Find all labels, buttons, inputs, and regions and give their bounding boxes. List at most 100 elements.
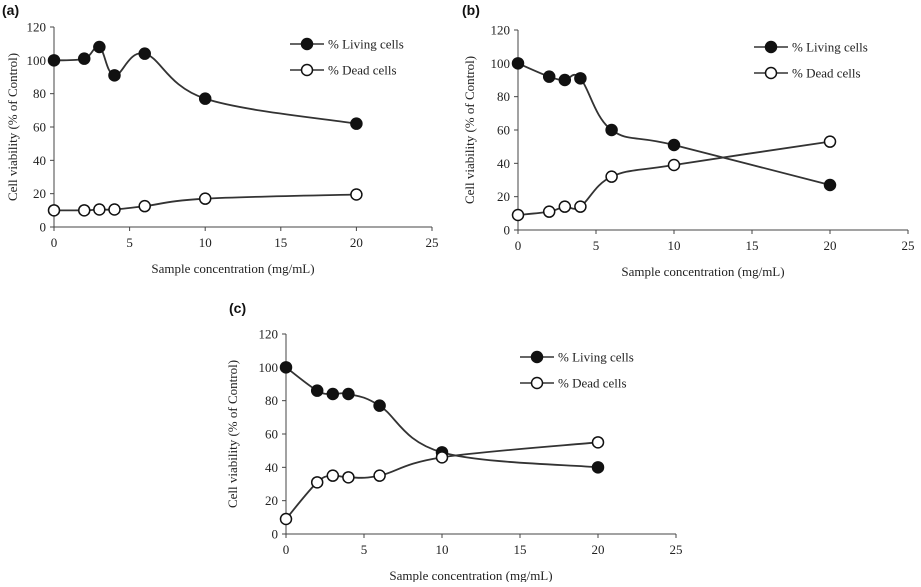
chart-b-point-dead (542, 205, 556, 218)
chart-b-point-living (511, 57, 525, 70)
chart-a-point-living (138, 47, 151, 60)
chart-c-point-living (591, 461, 605, 474)
chart-a-point-living (350, 117, 363, 130)
chart-a-x-tick-label: 5 (126, 235, 133, 250)
chart-b-x-tick-label: 15 (746, 238, 759, 253)
chart-a-point-living (108, 69, 121, 82)
chart-a-point-dead (77, 204, 91, 217)
chart-c-point-living (373, 399, 386, 412)
chart-a-y-tick-label: 60 (33, 120, 46, 135)
chart-b-point-dead (667, 158, 681, 172)
chart-a-point-dead (47, 204, 61, 217)
chart-b-point-dead (558, 200, 572, 213)
chart-c-point-dead (342, 471, 355, 484)
chart-b-x-tick-label: 20 (824, 238, 837, 253)
chart-panel-b: (b) 0 20 40 60 80 100 120 0 5 10 15 20 25 Sample conce… (460, 0, 921, 290)
chart-b-y-tick-label: 40 (497, 156, 510, 171)
chart-a-legend-label: % Living cells (328, 37, 404, 52)
chart-c-y-axis-label: Cell viability (% of Control) (225, 360, 240, 508)
chart-c-point-dead (373, 469, 386, 482)
chart-c-point-living (342, 387, 355, 401)
chart-c-x-tick-label: 5 (361, 542, 368, 557)
chart-a-y-tick-label: 100 (27, 53, 47, 68)
chart-a-point-dead (93, 203, 106, 216)
chart-a-point-living (47, 54, 61, 67)
chart-b-x-tick-label: 10 (668, 238, 681, 253)
chart-c-x-tick-label: 25 (670, 542, 683, 557)
chart-b-point-living (823, 178, 837, 192)
chart-c-x-tick-label: 15 (514, 542, 527, 557)
chart-b-point-dead (605, 170, 618, 183)
chart-a-legend-marker (300, 37, 314, 51)
chart-b-point-dead (574, 200, 587, 213)
chart-b-y-tick-label: 100 (491, 56, 511, 71)
chart-c-point-living (326, 387, 340, 401)
chart-c-x-tick-label: 10 (436, 542, 449, 557)
chart-c-y-tick-label: 60 (265, 427, 278, 442)
chart-b-point-living (605, 123, 618, 137)
chart-c-legend-label: % Dead cells (558, 376, 627, 391)
chart-c-legend-marker (530, 350, 544, 364)
chart-c-y-tick-label: 40 (265, 460, 278, 475)
chart-c-y-tick-label: 100 (259, 360, 279, 375)
chart-b-y-axis-label: Cell viability (% of Control) (462, 56, 477, 204)
chart-a-point-dead (108, 203, 121, 216)
chart-a-x-axis-label: Sample concentration (mg/mL) (151, 261, 314, 276)
chart-b-legend-label: % Living cells (792, 40, 868, 55)
chart-b-x-tick-label: 0 (515, 238, 522, 253)
chart-panel-c: (c) 0 20 40 60 80 100 120 0 5 10 15 20 25 Sample conce… (220, 292, 700, 583)
chart-c-point-dead (279, 512, 293, 526)
chart-b-x-tick-label: 25 (902, 238, 915, 253)
chart-c-point-living (279, 361, 293, 374)
chart-b-y-tick-label: 0 (504, 223, 511, 238)
chart-b-point-living (558, 73, 572, 87)
chart-c-legend-marker (530, 376, 544, 390)
chart-a-x-tick-label: 25 (426, 235, 439, 250)
chart-a-legend-label: % Dead cells (328, 63, 397, 78)
chart-a-y-tick-label: 120 (27, 20, 47, 35)
chart-b-y-tick-label: 80 (497, 89, 510, 104)
chart-c-point-dead (326, 469, 340, 482)
chart-c-y-tick-label: 20 (265, 493, 278, 508)
chart-c-point-dead (435, 451, 449, 464)
chart-a-point-living (93, 40, 106, 54)
chart-panel-a: (a) 0 20 40 60 80 100 120 0 5 10 15 20 25 Sample conce… (0, 0, 460, 290)
chart-c-panel-label: (c) (229, 300, 246, 316)
chart-b-svg: (b) 0 20 40 60 80 100 120 0 5 10 15 20 25 Sample conce… (462, 2, 915, 279)
chart-a-x-tick-label: 15 (274, 235, 287, 250)
chart-a-y-tick-label: 20 (33, 186, 46, 201)
chart-b-legend-marker (764, 40, 778, 54)
chart-b-point-dead (511, 208, 525, 222)
chart-b-legend-marker (764, 66, 778, 80)
chart-a-point-living (77, 52, 91, 65)
chart-a-x-tick-label: 10 (199, 235, 212, 250)
chart-c-x-tick-label: 0 (283, 542, 290, 557)
chart-a-svg: (a) 0 20 40 60 80 100 120 0 5 10 15 20 25 Sample conce… (2, 2, 439, 276)
chart-a-point-dead (138, 199, 151, 213)
chart-a-y-axis-label: Cell viability (% of Control) (5, 53, 20, 201)
chart-c-point-dead (591, 436, 605, 449)
chart-b-point-living (542, 70, 556, 83)
chart-b-point-living (574, 72, 587, 85)
chart-c-y-tick-label: 120 (259, 327, 279, 342)
chart-b-panel-label: (b) (462, 2, 480, 18)
chart-a-y-tick-label: 40 (33, 153, 46, 168)
chart-a-series-line-living (53, 45, 357, 125)
chart-a-panel-label: (a) (2, 2, 19, 18)
chart-c-x-tick-label: 20 (592, 542, 605, 557)
chart-c-point-dead (310, 476, 324, 489)
chart-a-legend-marker (300, 63, 314, 77)
chart-b-point-living (667, 138, 681, 152)
chart-c-legend-label: % Living cells (558, 350, 634, 365)
chart-b-point-dead (823, 135, 837, 148)
chart-b-y-tick-label: 60 (497, 123, 510, 138)
chart-b-y-tick-label: 120 (491, 23, 511, 38)
chart-a-point-living (198, 92, 212, 105)
chart-c-y-tick-label: 0 (272, 527, 279, 542)
chart-c-svg: (c) 0 20 40 60 80 100 120 0 5 10 15 20 25 Sample conce… (225, 300, 683, 583)
chart-a-point-dead (350, 188, 363, 201)
chart-a-y-tick-label: 80 (33, 86, 46, 101)
chart-b-legend-label: % Dead cells (792, 66, 861, 81)
chart-b-y-tick-label: 20 (497, 189, 510, 204)
chart-c-point-living (310, 384, 324, 397)
